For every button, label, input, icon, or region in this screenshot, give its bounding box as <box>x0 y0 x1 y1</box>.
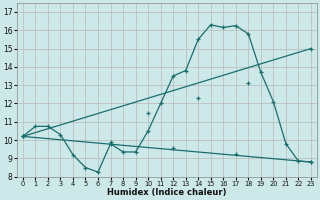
X-axis label: Humidex (Indice chaleur): Humidex (Indice chaleur) <box>107 188 227 197</box>
